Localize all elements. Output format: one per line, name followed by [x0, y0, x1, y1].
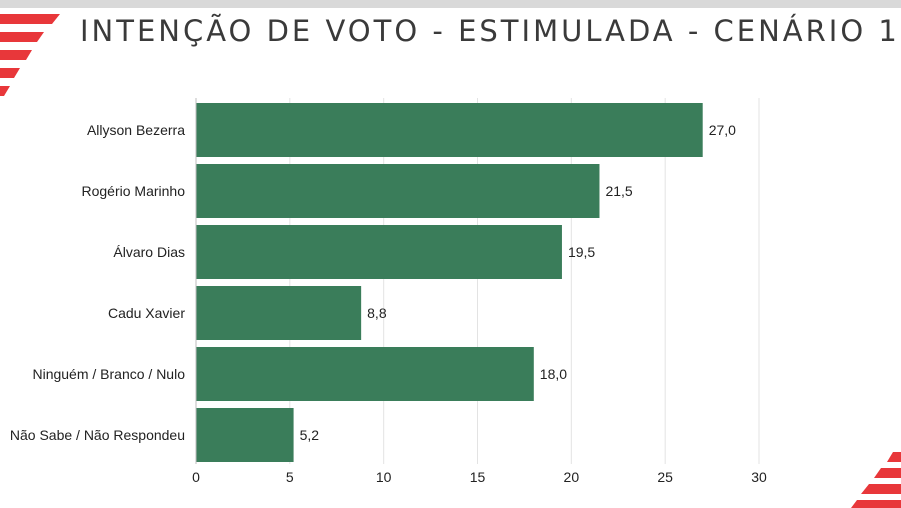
- bar: [196, 103, 703, 157]
- bar: [196, 408, 294, 462]
- x-tick-label: 0: [192, 469, 200, 485]
- value-label: 27,0: [709, 122, 736, 138]
- top-bar: [0, 0, 901, 8]
- category-label: Rogério Marinho: [82, 183, 186, 199]
- category-label: Não Sabe / Não Respondeu: [10, 427, 185, 443]
- value-label: 21,5: [605, 183, 632, 199]
- value-label: 19,5: [568, 244, 595, 260]
- value-label: 18,0: [540, 366, 567, 382]
- category-label: Álvaro Dias: [113, 244, 185, 260]
- x-tick-label: 30: [751, 469, 767, 485]
- value-label: 5,2: [300, 427, 320, 443]
- category-label: Cadu Xavier: [108, 305, 185, 321]
- x-tick-label: 5: [286, 469, 294, 485]
- bar: [196, 225, 562, 279]
- bar: [196, 347, 534, 401]
- value-label: 8,8: [367, 305, 387, 321]
- bar: [196, 286, 362, 340]
- category-label: Allyson Bezerra: [87, 122, 185, 138]
- stripes-logo-top: [0, 14, 60, 96]
- x-tick-label: 20: [564, 469, 580, 485]
- x-tick-label: 10: [376, 469, 392, 485]
- stripes-logo-bottom: [851, 452, 901, 508]
- bar: [196, 164, 600, 218]
- chart-title: INTENÇÃO DE VOTO - ESTIMULADA - CENÁRIO …: [80, 14, 900, 48]
- category-label: Ninguém / Branco / Nulo: [32, 366, 185, 382]
- x-tick-label: 15: [470, 469, 486, 485]
- x-tick-label: 25: [657, 469, 673, 485]
